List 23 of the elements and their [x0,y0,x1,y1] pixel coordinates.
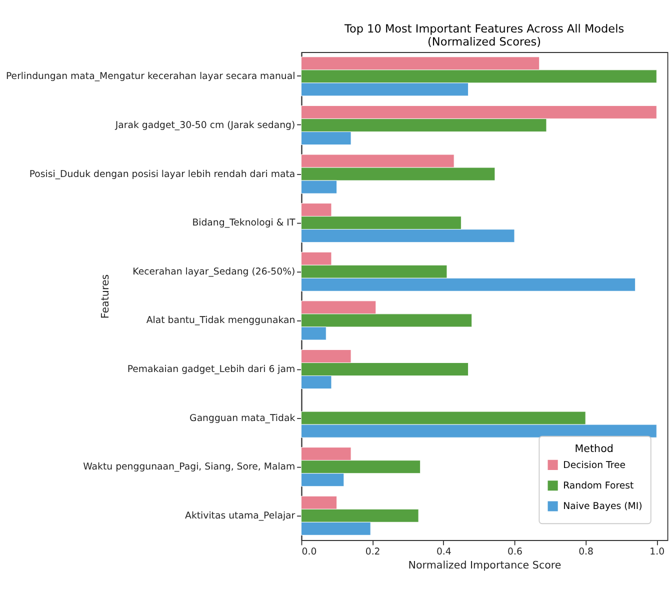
legend-label: Decision Tree [563,460,626,471]
y-tick-label: Aktivitas utama_Pelajar [185,510,296,522]
y-tick-label: Waktu penggunaan_Pagi, Siang, Sore, Malam [83,462,296,473]
y-tick-label: Bidang_Teknologi & IT [192,218,296,229]
y-tick-label: Posisi_Duduk dengan posisi layar lebih rendah dari mata [29,168,296,180]
legend-label: Random Forest [563,480,634,492]
chart-title: Top 10 Most Important Features Across All Models (Normalized Scores) [343,22,624,48]
y-tick-label: Pemakaian gadget_Lebih dari 6 jam [127,364,296,376]
y-tick-label: Jarak gadget_30-50 cm (Jarak sedang) [114,120,296,132]
legend-title: Method [574,442,614,455]
y-tick-label: Alat bantu_Tidak menggunakan [146,315,296,326]
x-axis-title: Normalized Importance Score [408,560,562,572]
y-tick-label: Kecerahan layar_Sedang (26-50%) [132,266,296,278]
x-tick-label: 0.4 [436,546,452,558]
x-tick-label: 0.8 [578,546,594,558]
x-tick-label: 0.6 [508,546,522,558]
x-tick-label: 1.0 [650,546,665,558]
x-tick-label: 0.0 [302,546,317,558]
legend-label: Naive Bayes (MI) [563,501,642,512]
y-tick-label: Perlindungan mata_Mengatur kecerahan layar secara manual [6,71,296,82]
y-tick-label: Gangguan mata_Tidak [190,412,296,424]
x-tick-label: 0.2 [365,546,380,558]
y-axis-title: Features [99,274,112,319]
